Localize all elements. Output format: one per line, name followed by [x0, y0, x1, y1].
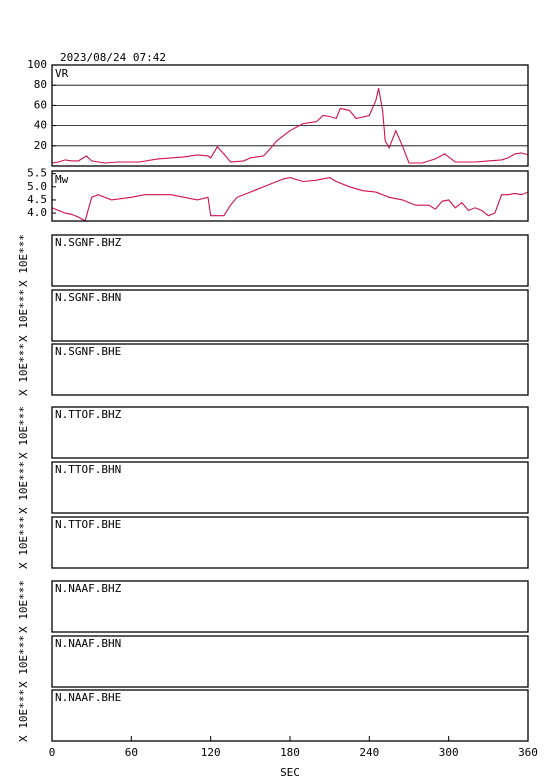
- x-tick-label: 180: [280, 746, 300, 759]
- trace-frame: [51, 289, 529, 342]
- trace-unit: X 10E***: [17, 461, 30, 514]
- trace-unit: X 10E***: [17, 289, 30, 342]
- trace-frame: [51, 234, 529, 287]
- x-axis-label: SEC: [280, 766, 300, 779]
- x-tick-label: 360: [518, 746, 538, 759]
- trace-station: N.TTOF.BHN: [55, 463, 121, 476]
- trace-unit: X 10E***: [17, 234, 30, 287]
- y-tick-label: 100: [27, 58, 47, 71]
- trace-unit: X 10E***: [17, 580, 30, 633]
- trace-frame: [51, 343, 529, 396]
- trace-frame: [51, 635, 529, 688]
- x-tick-label: 120: [201, 746, 221, 759]
- y-tick-label: 40: [34, 119, 47, 132]
- y-tick-label: 4.5: [27, 193, 47, 206]
- y-tick-label: 20: [34, 139, 47, 152]
- trace-unit: X 10E***: [17, 516, 30, 569]
- panel-frame: [51, 64, 529, 167]
- trace-unit: X 10E***: [17, 406, 30, 459]
- x-tick-label: 240: [359, 746, 379, 759]
- trace-unit: X 10E***: [17, 689, 30, 742]
- panel-label: VR: [55, 67, 69, 80]
- trace-frame: [51, 689, 529, 742]
- y-tick-label: 60: [34, 98, 47, 111]
- trace-station: N.NAAF.BHE: [55, 691, 121, 704]
- x-tick-label: 300: [439, 746, 459, 759]
- data-line: [51, 177, 529, 222]
- trace-unit: X 10E***: [17, 343, 30, 396]
- trace-frame: [51, 406, 529, 459]
- plot-title: 2023/08/24 07:42: [60, 51, 166, 64]
- trace-frame: [51, 516, 529, 569]
- trace-station: N.SGNF.BHE: [55, 345, 121, 358]
- y-tick-label: 5.0: [27, 180, 47, 193]
- y-tick-label: 4.0: [27, 206, 47, 219]
- y-tick-label: 5.5: [27, 167, 47, 180]
- trace-station: N.SGNF.BHN: [55, 291, 121, 304]
- data-line: [51, 88, 529, 164]
- trace-station: N.NAAF.BHZ: [55, 582, 122, 595]
- trace-station: N.SGNF.BHZ: [55, 236, 122, 249]
- trace-frame: [51, 580, 529, 633]
- trace-frame: [51, 461, 529, 514]
- panel-label: Mw: [55, 173, 69, 186]
- x-tick-label: 60: [125, 746, 138, 759]
- trace-station: N.NAAF.BHN: [55, 637, 121, 650]
- trace-station: N.TTOF.BHE: [55, 518, 121, 531]
- x-tick-label: 0: [49, 746, 56, 759]
- trace-unit: X 10E***: [17, 635, 30, 688]
- trace-station: N.TTOF.BHZ: [55, 408, 122, 421]
- y-tick-label: 80: [34, 78, 47, 91]
- panel-frame: [51, 170, 529, 222]
